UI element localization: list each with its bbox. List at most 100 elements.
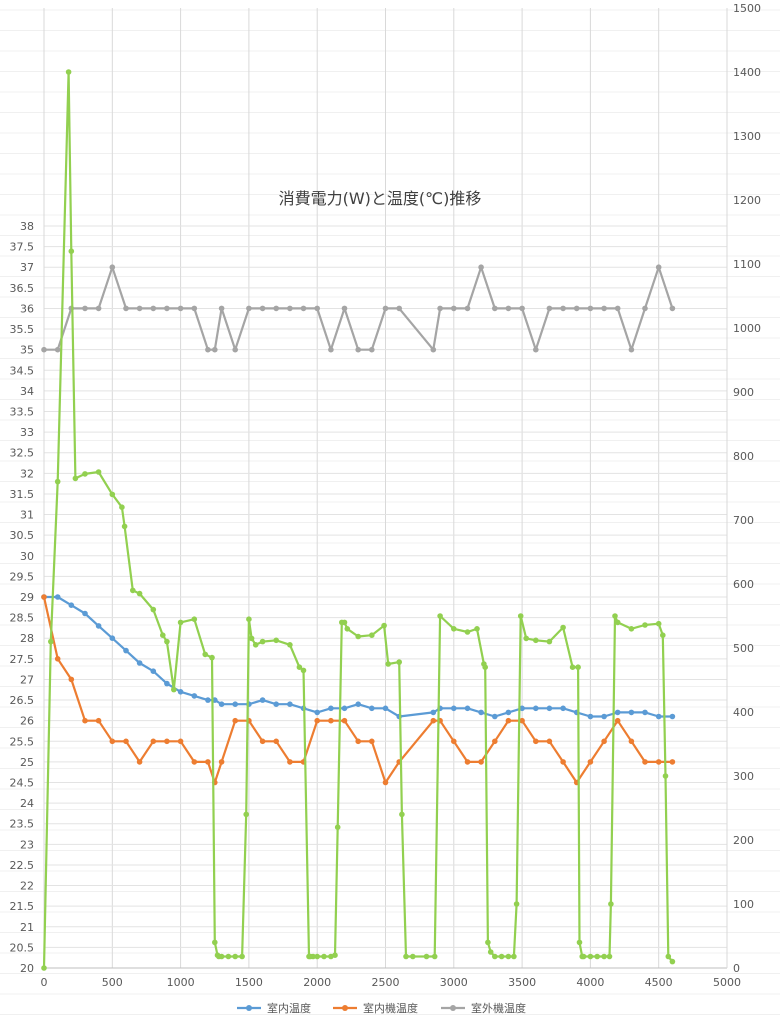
y-left-tick-label: 38 (20, 220, 34, 233)
y-left-tick-label: 35 (20, 344, 34, 357)
data-point (68, 602, 75, 608)
y-left-tick-label: 31.5 (10, 488, 35, 501)
data-point (628, 709, 635, 716)
data-point (328, 717, 334, 724)
data-point (109, 635, 116, 641)
x-tick-label: 4000 (576, 976, 604, 989)
data-point (130, 587, 136, 594)
data-point (485, 939, 491, 946)
data-point (205, 697, 211, 703)
data-point (164, 638, 170, 645)
y-left-tick-label: 20.5 (10, 941, 35, 954)
data-point (505, 717, 512, 724)
data-point (608, 901, 614, 907)
data-point (177, 305, 184, 312)
data-point (628, 346, 635, 353)
data-point (669, 958, 676, 965)
y-left-tick-label: 20 (20, 962, 34, 975)
chart-title: 消費電力(W)と温度(℃)推移 (279, 189, 482, 208)
legend-swatch-marker (342, 1005, 348, 1011)
x-tick-label: 3000 (440, 976, 468, 989)
data-point (136, 759, 143, 765)
y-left-tick-label: 22.5 (10, 859, 35, 872)
y-right-tick-label: 100 (733, 898, 754, 911)
data-point (369, 346, 375, 353)
legend-label: 室外機温度 (471, 1001, 526, 1015)
data-point (218, 305, 225, 312)
data-point (665, 953, 672, 960)
y-left-tick-label: 36 (20, 302, 34, 315)
data-point (655, 713, 662, 720)
y-left-tick-label: 25 (20, 756, 34, 769)
data-point (464, 705, 471, 712)
data-point (177, 689, 184, 695)
data-point (601, 738, 607, 745)
data-point (82, 471, 88, 477)
data-point (451, 626, 457, 632)
data-point (341, 717, 348, 724)
y-right-tick-label: 600 (733, 578, 754, 591)
data-point (212, 939, 218, 946)
x-tick-label: 1500 (235, 976, 263, 989)
data-point (492, 713, 498, 720)
y-left-tick-label: 31 (20, 509, 34, 522)
legend-item: 室内温度 (237, 1001, 311, 1015)
y-left-tick-label: 27 (20, 673, 34, 686)
data-point (136, 660, 143, 666)
y-left-tick-label: 37 (20, 261, 34, 274)
data-point (482, 664, 489, 670)
axes: 0 500 1000 1500 2000 2500 3000 3500 4000 4500 5000… (10, 2, 762, 989)
data-point (150, 738, 157, 745)
data-point (287, 759, 293, 765)
data-point (300, 305, 307, 312)
data-point (575, 664, 581, 670)
data-point (355, 633, 362, 640)
data-point (119, 504, 125, 511)
data-point (642, 709, 648, 716)
data-point (560, 759, 566, 765)
series-layer (41, 69, 676, 971)
data-point (464, 759, 471, 765)
data-point (334, 824, 341, 830)
data-point (232, 953, 238, 960)
data-point (41, 594, 47, 600)
data-point (628, 738, 635, 745)
data-point (328, 705, 334, 712)
series-3 (41, 264, 676, 353)
data-point (48, 638, 54, 645)
data-point (109, 491, 116, 498)
y-left-tick-label: 35.5 (10, 323, 35, 336)
data-point (259, 305, 266, 312)
data-point (517, 613, 524, 619)
data-point (232, 701, 238, 707)
data-point (430, 346, 437, 353)
data-point (614, 305, 621, 312)
y-left-tick-label: 28 (20, 632, 34, 645)
data-point (310, 953, 316, 960)
data-point (259, 638, 266, 645)
data-point (430, 717, 437, 724)
data-point (296, 664, 303, 670)
data-point (546, 738, 553, 745)
data-point (369, 632, 375, 638)
data-point (601, 713, 607, 720)
data-point (614, 619, 621, 626)
y-right-tick-label: 0 (733, 962, 740, 975)
data-point (655, 264, 662, 271)
data-point (218, 953, 225, 960)
y-left-tick-label: 24.5 (10, 777, 35, 790)
data-point (218, 759, 225, 765)
data-point (259, 697, 266, 703)
data-point (252, 642, 259, 648)
data-point (642, 305, 648, 312)
data-point (403, 953, 409, 960)
data-point (381, 622, 387, 629)
data-point (171, 686, 177, 693)
data-point (642, 622, 648, 628)
y-left-tick-label: 36.5 (10, 282, 35, 295)
data-point (396, 305, 403, 312)
data-point (451, 705, 457, 712)
y-left-tick-label: 29 (20, 591, 34, 604)
data-point (164, 738, 170, 745)
